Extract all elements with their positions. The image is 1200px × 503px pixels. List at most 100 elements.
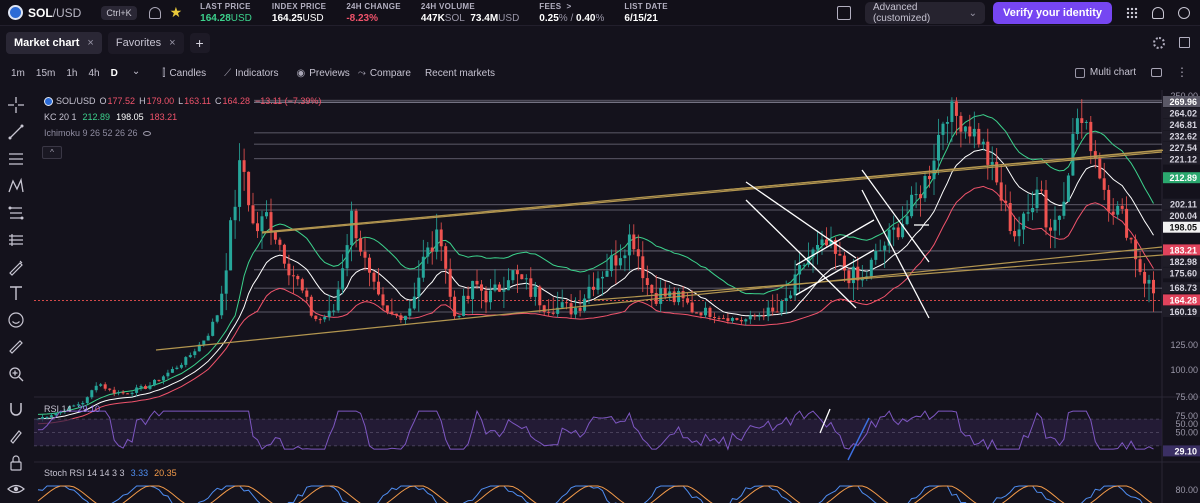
compare-button[interactable]: ⤳ Compare (357, 67, 411, 79)
trend-line-tool[interactable] (0, 119, 32, 146)
brush-tool[interactable] (0, 253, 32, 280)
favorite-star-icon[interactable]: ★ (169, 4, 183, 20)
tab-favorites[interactable]: Favorites × (107, 32, 184, 54)
camera-icon[interactable] (1151, 68, 1162, 77)
eye-icon: ◉ (296, 67, 306, 79)
candle-body (318, 319, 322, 321)
price-level-tag (1163, 306, 1200, 317)
collapse-legend-button[interactable]: ^ (42, 146, 62, 159)
candle-body (896, 227, 900, 238)
pencil-lock-icon (10, 429, 22, 444)
candle-body (238, 160, 242, 207)
timeframe-d[interactable]: D (110, 67, 118, 79)
candle-body (757, 315, 761, 317)
more-options-icon[interactable]: ⋮ (1176, 65, 1188, 79)
price-chart-svg[interactable]: 250.00125.00100.0075.0050.00269.96264.02… (34, 90, 1200, 503)
candle-body (569, 303, 573, 315)
candle-body (905, 216, 909, 225)
candle-body (798, 265, 802, 275)
candles-icon: ⫿ (162, 67, 166, 79)
pattern-tool[interactable] (0, 173, 32, 200)
zoom-tool[interactable] (0, 361, 32, 388)
candle-body (417, 277, 421, 297)
candle-body (1102, 178, 1106, 190)
timeframe-more-chevron-icon[interactable]: ⌄ (131, 65, 141, 77)
candles-button[interactable]: ⫿ Candles (162, 67, 207, 79)
measure-tool[interactable] (0, 226, 32, 253)
crosshair-tool[interactable] (0, 92, 32, 119)
hidden-eye-icon[interactable] (142, 130, 151, 136)
price-level-label: 264.02 (1169, 109, 1197, 119)
candle-body (363, 251, 367, 258)
candle-body (1031, 208, 1035, 213)
user-account-icon[interactable] (1178, 7, 1190, 19)
lock-drawing-tool[interactable] (0, 422, 32, 449)
candle-body (1152, 279, 1155, 294)
gear-icon[interactable] (1153, 37, 1165, 49)
tab-market-chart[interactable]: Market chart × (6, 32, 102, 54)
candle-body (1147, 279, 1151, 284)
pair-selector[interactable]: SOL /USD (8, 5, 81, 20)
candle-body (300, 279, 304, 291)
mode-select[interactable]: Advanced (customized) ⌄ (864, 2, 985, 24)
candle-body (847, 270, 851, 284)
timeframe-4h[interactable]: 4h (88, 67, 100, 79)
layout-icon[interactable] (836, 6, 851, 20)
search-shortcut[interactable]: Ctrl+K (101, 5, 137, 20)
timeframe-1m[interactable]: 1m (11, 67, 25, 79)
verify-identity-button[interactable]: Verify your identity (992, 2, 1112, 24)
candle-body (923, 176, 927, 199)
timeframe-1h[interactable]: 1h (66, 67, 78, 79)
drawing-wedge-line (861, 169, 930, 263)
candle-body (704, 307, 707, 316)
candle-body (336, 289, 340, 311)
candle-body (766, 307, 770, 317)
multi-chart-toggle[interactable]: Multi chart (1074, 67, 1136, 78)
candle-body (403, 315, 407, 320)
ruler-tool[interactable] (0, 334, 32, 361)
recent-markets-button[interactable]: Recent markets (424, 67, 495, 79)
price-level-tag (1163, 198, 1200, 210)
candle-body (49, 415, 53, 418)
timeframe-15m[interactable]: 15m (35, 67, 56, 79)
apps-grid-icon[interactable] (1126, 7, 1138, 19)
chart-area[interactable]: 250.00125.00100.0075.0050.00269.96264.02… (34, 90, 1200, 503)
candle-body (323, 317, 327, 320)
fullscreen-icon[interactable] (1179, 37, 1190, 48)
candle-body (1053, 219, 1057, 231)
stat-fees[interactable]: FEES > 0.25% / 0.40% (539, 1, 605, 24)
candle-body (811, 249, 815, 257)
candle-body (444, 246, 448, 269)
ruler-icon (9, 340, 23, 355)
text-tool[interactable] (0, 280, 32, 307)
kc-middle-band (37, 148, 1154, 420)
candle-body (229, 220, 233, 271)
notifications-bell-icon[interactable] (1152, 7, 1164, 19)
candle-body (954, 101, 958, 116)
candle-body (408, 308, 412, 316)
candle-body (135, 387, 139, 393)
drawing-wedge-line (795, 249, 875, 296)
add-tab-button[interactable]: + (189, 33, 210, 53)
candle-body (1116, 205, 1120, 215)
candle-body (1062, 201, 1066, 216)
fib-tool[interactable] (0, 199, 32, 226)
candle-body (986, 141, 990, 165)
previews-button[interactable]: ◉ Previews (296, 67, 350, 79)
candle-body (148, 385, 152, 389)
horizontal-lines-tool[interactable] (0, 146, 32, 173)
candle-body (99, 384, 103, 386)
candle-body (377, 281, 380, 295)
close-icon[interactable]: × (87, 37, 94, 49)
indicators-button[interactable]: ⟋ Indicators (224, 67, 279, 79)
close-icon[interactable]: × (169, 37, 176, 49)
candle-body (999, 182, 1003, 201)
kc-upper-band (37, 114, 1154, 415)
price-alert-icon[interactable] (148, 6, 161, 19)
magnet-tool[interactable] (0, 395, 32, 422)
multi-chart-checkbox[interactable] (1074, 67, 1085, 78)
rsi-current-label: 29.10 (1174, 446, 1197, 456)
lock-tool[interactable] (0, 449, 32, 476)
visibility-tool[interactable] (0, 476, 32, 503)
emoji-tool[interactable] (0, 307, 32, 334)
